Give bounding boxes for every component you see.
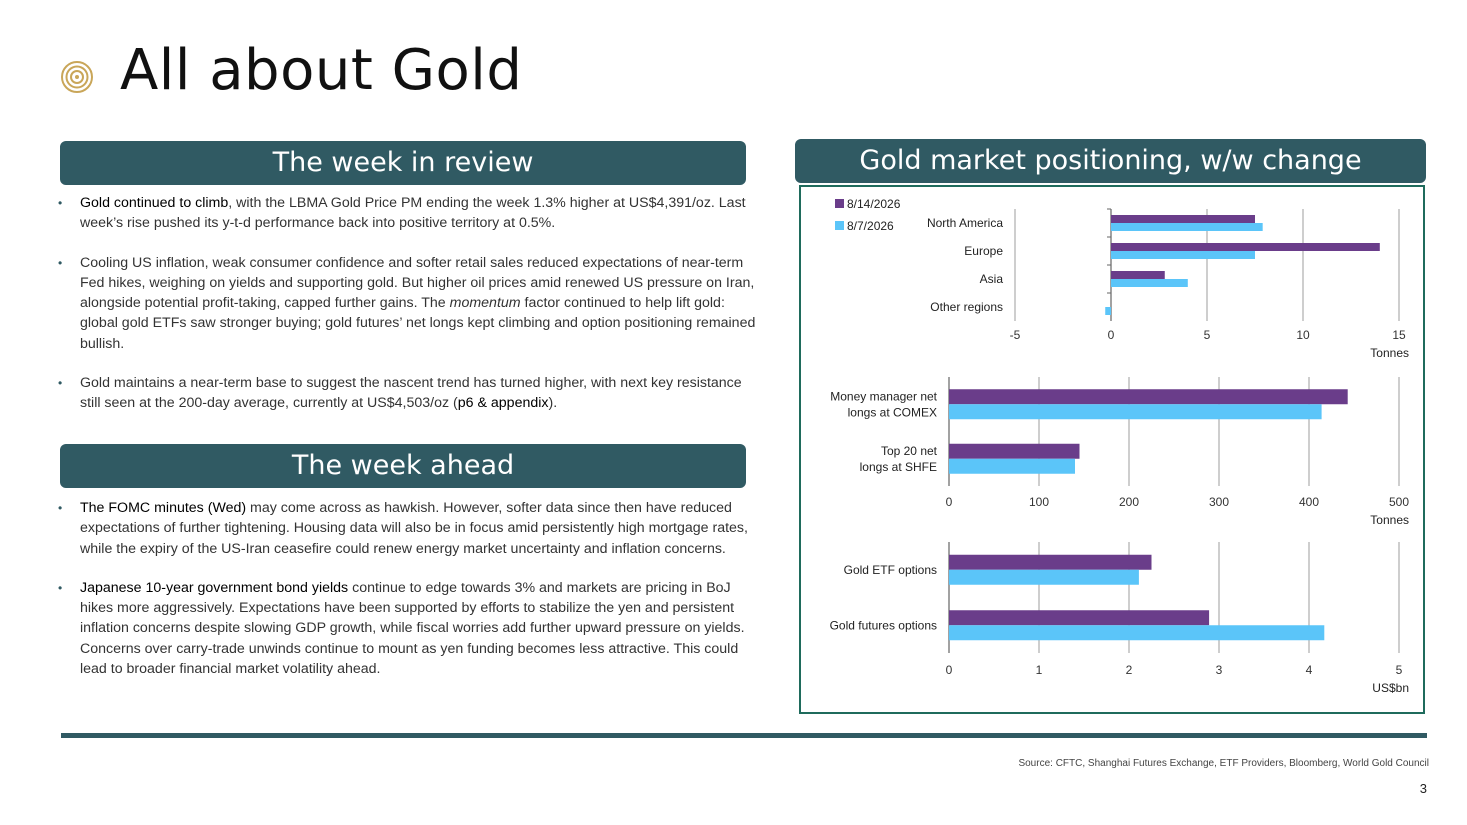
week-in-review-header: The week in review [60, 141, 746, 185]
bar [949, 458, 1075, 474]
bar [949, 389, 1348, 405]
category-label: Money manager net longs at COMEX [830, 389, 937, 419]
bullet-italic: momentum [449, 295, 521, 312]
legend-label: 8/7/2026 [847, 219, 894, 233]
bullet-icon: • [58, 196, 63, 210]
tick-label: 5 [1396, 663, 1403, 677]
bullet-text: ). [548, 395, 558, 412]
tick-label: 3 [1216, 663, 1223, 677]
list-item: • Gold continued to climb, with the LBMA… [56, 193, 756, 234]
axis-unit-label: Tonnes [1370, 346, 1409, 360]
bar [949, 554, 1152, 570]
page-title: All about Gold [120, 38, 523, 103]
bullet-lead: The FOMC minutes (Wed) [80, 500, 247, 516]
bar [1111, 251, 1255, 259]
legend-swatch [835, 199, 844, 208]
bar [1111, 243, 1380, 251]
bar [949, 610, 1210, 626]
legend-label: 8/14/2026 [847, 197, 901, 211]
axis-unit-label: US$bn [1372, 681, 1409, 695]
bullet-text: continue to edge towards 3% and markets … [80, 579, 745, 678]
bar [1105, 307, 1111, 315]
week-ahead-header: The week ahead [60, 444, 746, 488]
bar [949, 625, 1325, 641]
page-number: 3 [1419, 781, 1427, 796]
tick-label: 0 [1108, 328, 1115, 342]
tick-label: 0 [946, 663, 953, 677]
bullet-icon: • [58, 255, 63, 270]
bar [1111, 223, 1263, 231]
tick-label: 5 [1204, 328, 1211, 342]
tick-label: 2 [1126, 663, 1133, 677]
tick-label: 4 [1306, 663, 1313, 677]
bullet-lead: Japanese 10-year government bond yields [80, 579, 349, 596]
bullet-text: Gold maintains a near-term base to sugge… [80, 375, 742, 412]
category-label: Top 20 net longs at SHFE [860, 444, 938, 474]
category-label: North America [927, 216, 1003, 230]
gold-rings-icon [61, 61, 93, 93]
bullet-text: factor continued to help lift gold: glob… [80, 295, 756, 352]
tick-label: 15 [1392, 328, 1406, 342]
bar [1111, 279, 1188, 287]
chart-frame: -5 0 5 10 15 North America Europe Asia Other reg… [799, 185, 1425, 714]
bar [949, 569, 1139, 585]
bullet-lead: Gold continued to climb [80, 195, 229, 211]
category-label: Europe [964, 244, 1003, 258]
bullet-icon: • [58, 376, 63, 391]
bar [949, 443, 1080, 459]
bullet-text: , with the LBMA Gold Price PM ending the… [80, 195, 746, 232]
category-label: Other regions [930, 300, 1003, 314]
ahead-bullet-list: • The FOMC minutes (Wed) may come across… [56, 498, 756, 698]
tick-label: 200 [1119, 495, 1139, 509]
tick-label: 400 [1299, 495, 1319, 509]
list-item: • The FOMC minutes (Wed) may come across… [56, 498, 756, 559]
category-label: Asia [980, 272, 1004, 286]
list-item: • Cooling US inflation, weak consumer co… [56, 253, 756, 354]
bottom-divider [61, 733, 1427, 738]
tick-label: -5 [1010, 328, 1021, 342]
bullet-text: Cooling US inflation, weak consumer conf… [80, 254, 755, 312]
tick-label: 300 [1209, 495, 1229, 509]
appendix-link[interactable]: p6 & appendix [457, 395, 549, 412]
review-bullet-list: • Gold continued to climb, with the LBMA… [56, 193, 756, 433]
bar [1111, 271, 1165, 279]
tick-label: 10 [1296, 328, 1310, 342]
bullet-icon: • [58, 501, 63, 515]
bar [949, 404, 1322, 420]
tick-label: 100 [1029, 495, 1049, 509]
tick-label: 500 [1389, 495, 1409, 509]
category-label: Gold futures options [830, 618, 937, 632]
category-label: Gold ETF options [844, 563, 937, 577]
tick-label: 1 [1036, 663, 1043, 677]
chart-section-header: Gold market positioning, w/w change [795, 139, 1426, 183]
list-item: • Gold maintains a near-term base to sug… [56, 373, 756, 414]
axis-unit-label: Tonnes [1370, 513, 1409, 527]
list-item: • Japanese 10-year government bond yield… [56, 578, 756, 679]
source-note: Source: CFTC, Shanghai Futures Exchange,… [1018, 758, 1429, 769]
bullet-text: may come across as hawkish. However, sof… [80, 500, 748, 557]
legend-swatch [835, 221, 844, 230]
bullet-icon: • [58, 580, 63, 595]
bar [1111, 215, 1255, 223]
tick-label: 0 [946, 495, 953, 509]
